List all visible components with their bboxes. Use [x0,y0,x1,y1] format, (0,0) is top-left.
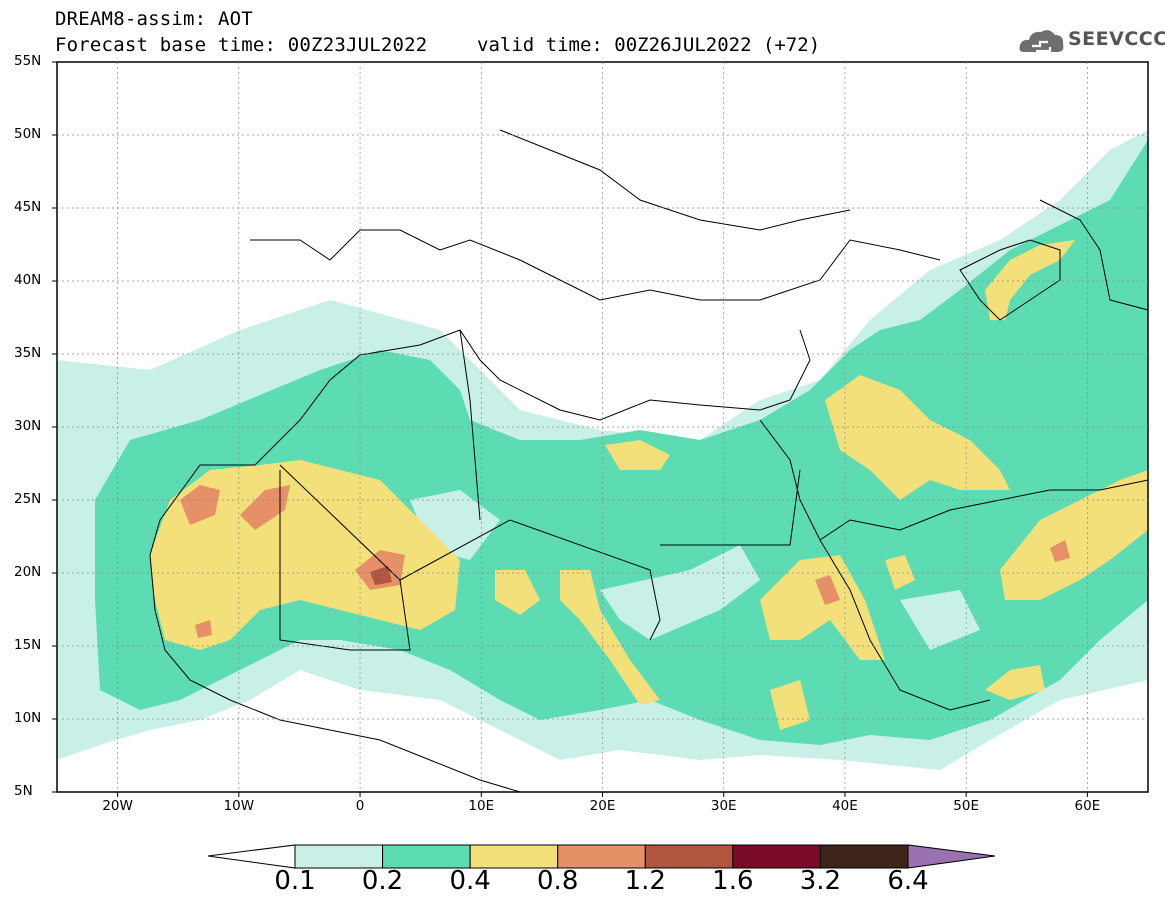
colorbar-swatch [732,844,821,869]
lat-label: 40N [14,272,42,288]
lat-label: 20N [14,564,42,580]
lat-label: 45N [14,199,42,215]
lon-label: 10E [468,798,495,814]
colorbar-label: 1.6 [712,866,754,896]
colorbar-label: 0.4 [449,866,491,896]
valid-time: valid time: 00Z26JUL2022 (+72) [477,34,821,56]
colorbar-label: 0.1 [274,866,316,896]
lat-label: 25N [14,491,42,507]
colorbar-label: 3.2 [799,866,842,896]
colorbar-over-arrow [907,844,996,869]
logo-text: SEEVCCC [1068,28,1165,50]
lon-label: 60E [1074,798,1101,814]
cloud-icon [1019,30,1064,53]
colorbar-label: 1.2 [624,866,666,896]
colorbar-label: 6.4 [887,866,929,896]
lat-label: 50N [14,126,42,142]
lon-label: 20E [589,798,616,814]
lon-label: 30E [710,798,737,814]
lon-label: 20W [102,798,133,814]
lon-label: 0 [355,798,365,814]
lon-label: 40E [832,798,858,814]
lon-label: 50E [953,798,980,814]
lat-label: 35N [14,345,42,361]
map-title: DREAM8-assim: AOT [55,8,253,30]
lat-label: 10N [14,710,42,726]
seevccc-logo: SEEVCCC [1018,22,1165,58]
lat-label: 55N [14,53,42,69]
colorbar-label: 0.2 [361,866,404,896]
lat-label: 5N [14,783,33,799]
lat-label: 15N [14,637,42,653]
colorbar-swatch [644,844,734,869]
colorbar-label: 0.8 [537,866,579,896]
colorbar-swatch [557,844,646,869]
lon-label: 10W [223,798,255,814]
aot-field [57,129,1148,792]
colorbar-under-arrow [207,844,296,869]
colorbar-swatch [819,844,909,869]
colorbar-swatch [294,844,384,869]
colorbar-swatch [469,844,559,869]
colorbar-swatch [382,844,471,869]
forecast-base-time: Forecast base time: 00Z23JUL2022 [55,34,428,56]
lat-label: 30N [14,418,42,434]
grid-lines [57,62,1148,792]
